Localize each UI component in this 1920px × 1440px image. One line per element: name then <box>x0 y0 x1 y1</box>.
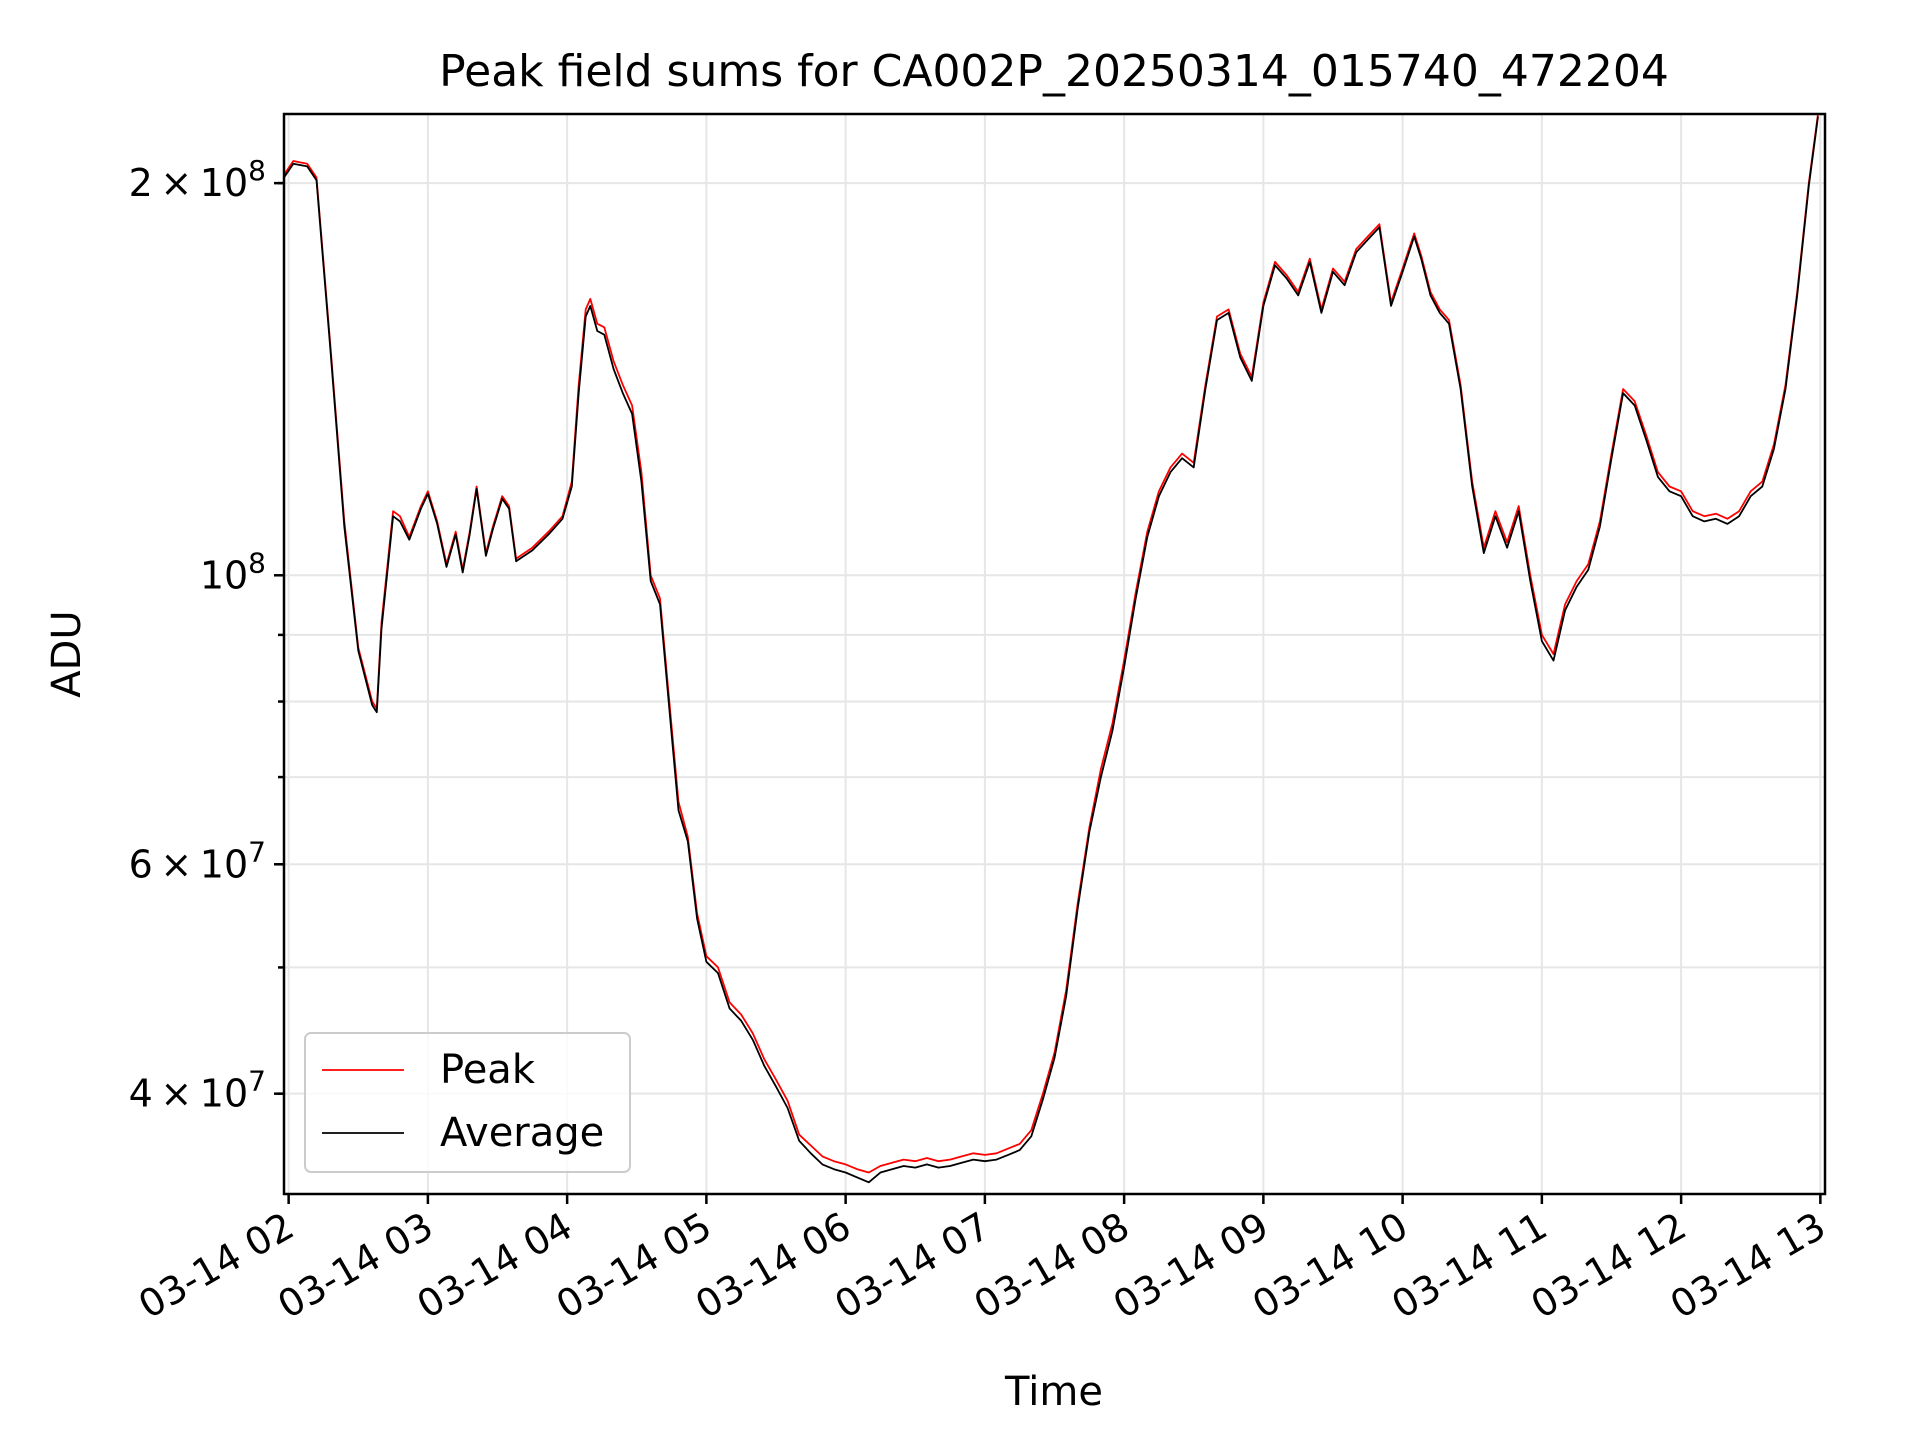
y-tick-label: 108 <box>200 546 266 597</box>
series-lines <box>283 113 1819 1184</box>
y-tick-label: 6 × 107 <box>129 835 266 886</box>
legend-box <box>304 1032 631 1173</box>
y-axis: 4 × 107 6 × 107 108 2 × 108 <box>129 154 284 1116</box>
x-tick-label: 03-14 07 <box>827 1204 997 1328</box>
chart-title: Peak field sums for CA002P_20250314_0157… <box>439 46 1669 97</box>
y-tick-label: 4 × 107 <box>129 1065 266 1116</box>
x-tick-label: 03-14 09 <box>1106 1204 1276 1328</box>
x-tick-label: 03-14 04 <box>410 1204 580 1328</box>
x-tick-label: 03-14 02 <box>131 1204 301 1328</box>
x-tick-label: 03-14 11 <box>1384 1204 1554 1328</box>
x-axis-label: Time <box>1004 1369 1103 1415</box>
grid <box>284 114 1825 1194</box>
x-tick-label: 03-14 13 <box>1663 1204 1833 1328</box>
series-line-peak <box>283 113 1819 1174</box>
x-tick-label: 03-14 12 <box>1524 1204 1694 1328</box>
legend: Peak Average <box>304 1032 631 1173</box>
series-line-average <box>283 116 1819 1184</box>
y-tick-label: 2 × 108 <box>129 154 266 205</box>
plot-frame <box>282 112 1827 1196</box>
y-axis-label: ADU <box>44 610 90 697</box>
x-tick-label: 03-14 05 <box>549 1204 719 1328</box>
x-tick-label: 03-14 10 <box>1245 1204 1415 1328</box>
x-tick-label: 03-14 03 <box>270 1204 440 1328</box>
legend-label-average: Average <box>440 1110 604 1156</box>
legend-label-peak: Peak <box>440 1047 536 1093</box>
x-tick-label: 03-14 06 <box>688 1204 858 1328</box>
x-tick-label: 03-14 08 <box>967 1204 1137 1328</box>
